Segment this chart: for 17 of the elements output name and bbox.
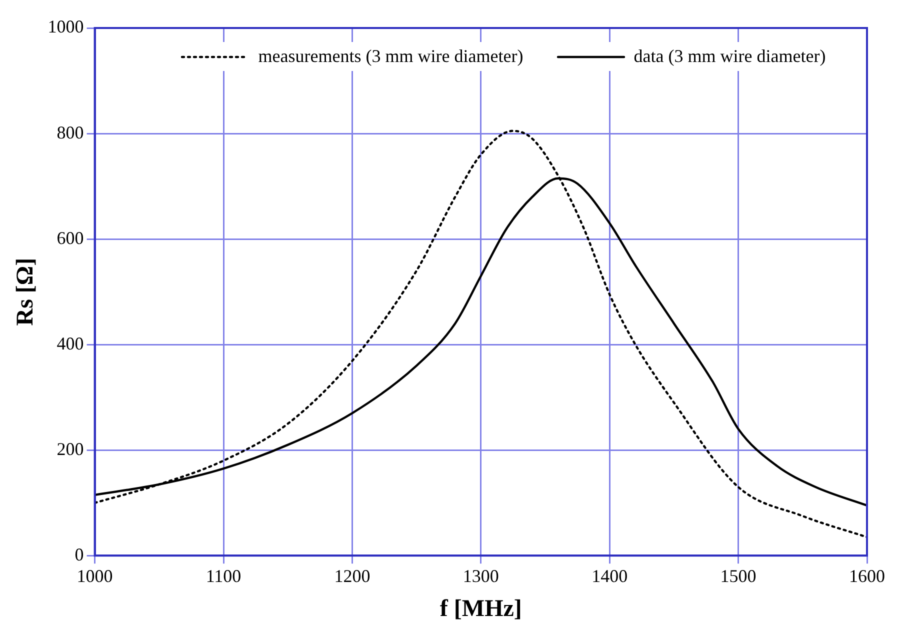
x-tick-label: 1500 [720, 566, 756, 586]
x-tick-label: 1100 [206, 566, 242, 586]
y-axis-title: Rs [Ω] [12, 258, 39, 326]
x-axis-title: f [MHz] [440, 596, 522, 622]
x-tick-label: 1300 [462, 566, 499, 586]
y-tick-label: 0 [74, 544, 84, 564]
legend-label: data (3 mm wire diameter) [634, 46, 826, 67]
x-tick-label: 1200 [334, 566, 370, 586]
y-tick-label: 800 [56, 122, 84, 142]
x-tick-label: 1000 [76, 566, 113, 586]
y-tick-label: 600 [56, 228, 84, 248]
x-tick-label: 1400 [592, 566, 628, 586]
y-tick-label: 400 [56, 333, 84, 354]
legend-label: measurements (3 mm wire diameter) [258, 46, 524, 67]
y-tick-label: 200 [56, 438, 84, 459]
x-tick-label: 1600 [849, 566, 885, 586]
y-tick-label: 1000 [48, 16, 84, 37]
